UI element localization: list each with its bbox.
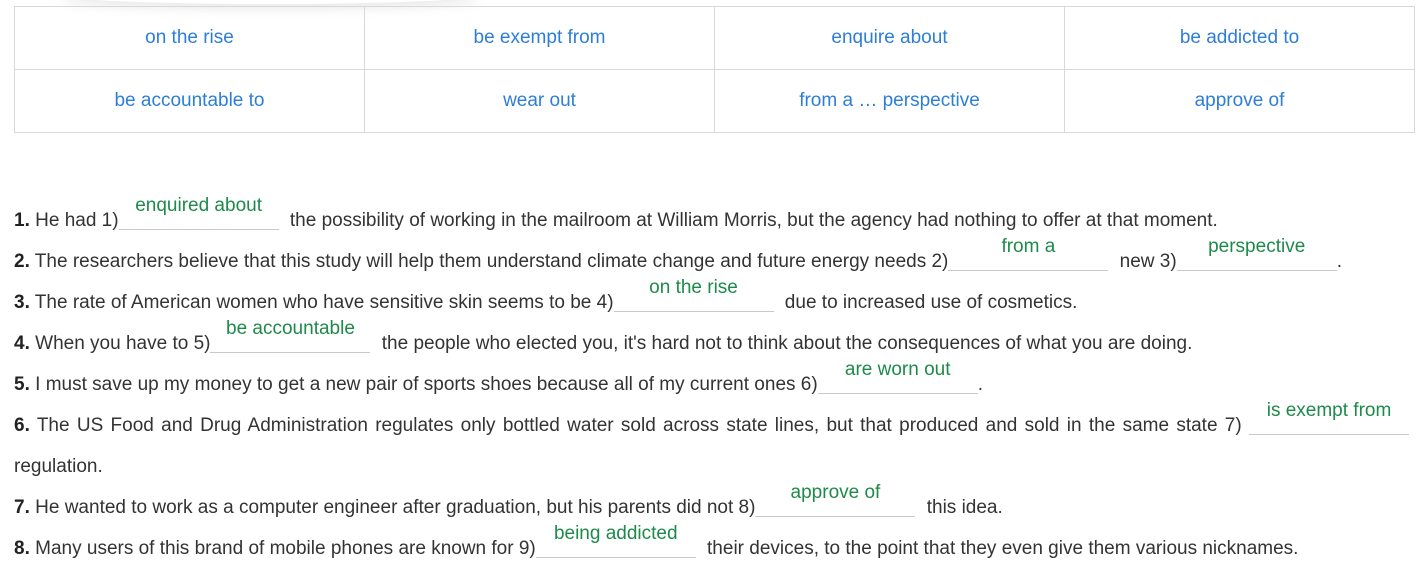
item-text: new 3) [1114, 251, 1177, 272]
item-text: . [1336, 251, 1342, 272]
answer-text: be accountable [226, 318, 355, 339]
item-text: the people who elected you, it's hard no… [376, 333, 1193, 354]
item-number: 8. [14, 538, 30, 559]
answer-blank-4[interactable]: on the rise [613, 277, 774, 312]
item-text: the possibility of working in the mailro… [284, 210, 1218, 231]
phrase-cell: approve of [1064, 69, 1415, 133]
item-number: 2. [14, 251, 30, 272]
item-text: this idea. [921, 497, 1003, 518]
answer-text: approve of [790, 482, 881, 503]
phrase-cell: from a … perspective [714, 69, 1065, 133]
exercise-item-3: 3. The rate of American women who have s… [14, 277, 1415, 323]
item-text: Many users of this brand of mobile phone… [35, 538, 536, 559]
top-shadow [60, 0, 480, 4]
answer-text: enquired about [135, 195, 262, 216]
exercise-item-4: 4. When you have to 5) be accountable the… [14, 318, 1415, 364]
answer-blank-3[interactable]: perspective [1176, 236, 1337, 271]
item-text: The researchers believe that this study … [34, 251, 949, 272]
item-text: . [977, 374, 983, 395]
item-number: 3. [14, 292, 30, 313]
exercise-item-8: 8. Many users of this brand of mobile ph… [14, 523, 1415, 569]
phrase-bank-table: on the rise be exempt from enquire about… [14, 6, 1415, 133]
exercise-item-7: 7. He wanted to work as a computer engin… [14, 482, 1415, 528]
item-number: 6. [14, 415, 30, 436]
item-text: The rate of American women who have sens… [34, 292, 614, 313]
phrase-cell: enquire about [714, 6, 1065, 70]
answer-text: being addicted [553, 523, 678, 544]
answer-blank-6[interactable]: are worn out [817, 359, 978, 394]
answer-text: from a [1001, 236, 1056, 257]
answer-blank-8[interactable]: approve of [755, 482, 916, 517]
answer-text: on the rise [649, 277, 738, 298]
item-text: The US Food and Drug Administration regu… [36, 415, 1242, 436]
exercise-list: 1. He had 1) enquired about the possibili… [14, 195, 1415, 569]
phrase-cell: be accountable to [14, 69, 365, 133]
item-number: 1. [14, 210, 30, 231]
item-number: 7. [14, 497, 30, 518]
answer-blank-1[interactable]: enquired about [118, 195, 279, 230]
phrase-cell: be exempt from [364, 6, 715, 70]
answer-text: perspective [1208, 236, 1306, 257]
item-text: He wanted to work as a computer engineer… [35, 497, 756, 518]
item-number: 4. [14, 333, 30, 354]
item-text: their devices, to the point that they ev… [701, 538, 1299, 559]
answer-blank-5[interactable]: be accountable [210, 318, 371, 353]
exercise-item-2: 2. The researchers believe that this stu… [14, 236, 1415, 282]
exercise-item-1: 1. He had 1) enquired about the possibili… [14, 195, 1415, 241]
phrase-cell: on the rise [14, 6, 365, 70]
phrase-row: be accountable to wear out from a … pers… [14, 69, 1415, 133]
phrase-cell: be addicted to [1064, 6, 1415, 70]
exercise-item-6: 6. The US Food and Drug Administration r… [14, 400, 1415, 487]
item-number: 5. [14, 374, 30, 395]
item-text: When you have to 5) [35, 333, 211, 354]
answer-text: is exempt from [1266, 400, 1392, 421]
answer-blank-7[interactable]: is exempt from [1249, 400, 1410, 435]
item-text: He had 1) [35, 210, 119, 231]
exercise-item-5: 5. I must save up my money to get a new … [14, 359, 1415, 405]
answer-text: are worn out [844, 359, 951, 380]
item-text: due to increased use of cosmetics. [779, 292, 1078, 313]
answer-blank-9[interactable]: being addicted [535, 523, 696, 558]
item-text: regulation. [14, 456, 103, 477]
answer-blank-2[interactable]: from a [948, 236, 1109, 271]
phrase-row: on the rise be exempt from enquire about… [14, 6, 1415, 70]
item-text: I must save up my money to get a new pai… [35, 374, 818, 395]
phrase-cell: wear out [364, 69, 715, 133]
